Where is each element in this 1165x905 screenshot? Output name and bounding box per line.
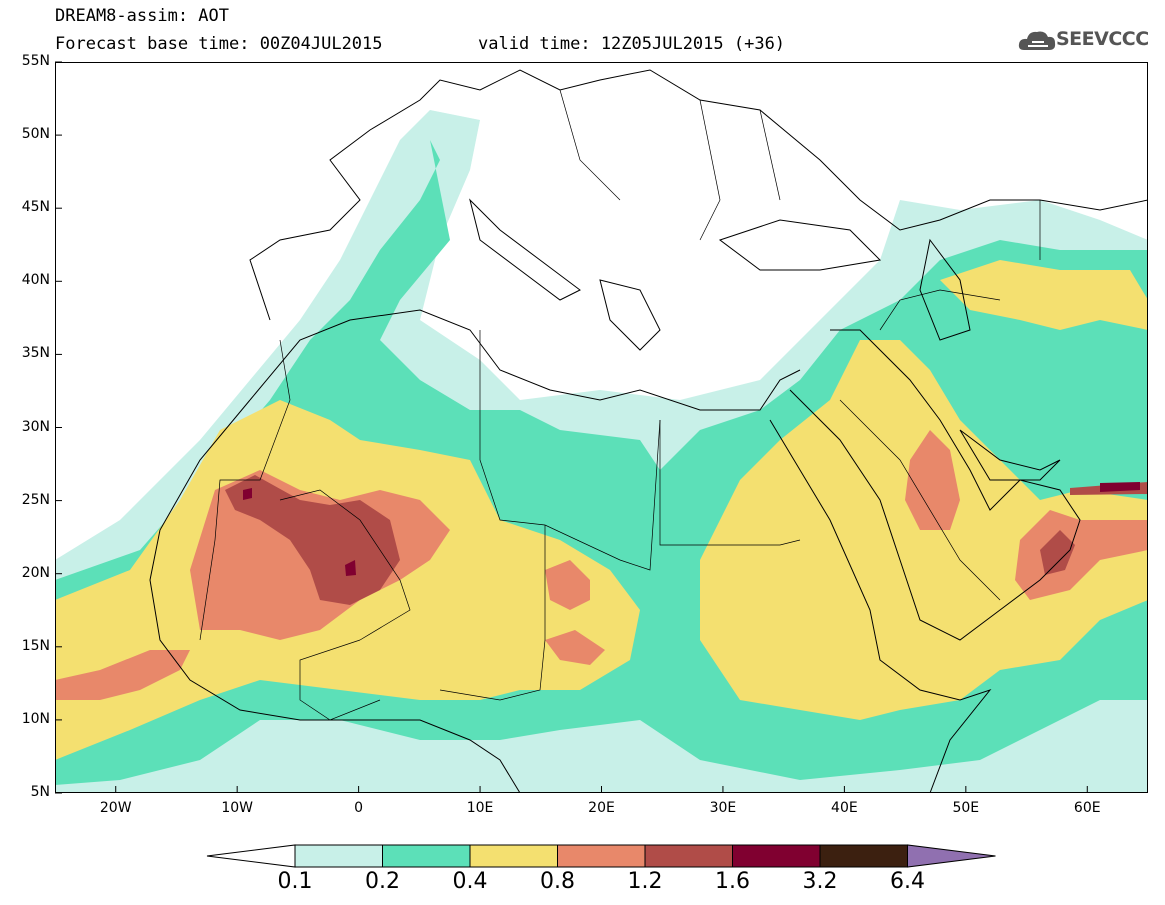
border-line	[659, 420, 801, 546]
axis-ticks	[55, 61, 1088, 794]
lat-tick-label: 5N	[30, 784, 50, 800]
lon-tick-label: 20W	[99, 800, 132, 816]
lon-tick-label: 60E	[1073, 800, 1101, 816]
colorbar-level-label: 6.4	[890, 869, 925, 894]
coastline-red-sea	[769, 419, 992, 793]
colorbar-level-label: 0.2	[365, 869, 400, 894]
lat-tick-label: 30N	[21, 418, 50, 435]
lon-tick-label: 10E	[466, 800, 494, 816]
lon-tick-label: 10W	[221, 800, 253, 816]
coastline-persian-gulf	[959, 429, 1061, 481]
valid-time-label: valid time: 12Z05JUL2015 (+36)	[478, 34, 786, 54]
coastline-black-sea	[718, 219, 882, 271]
coastline-caspian	[919, 238, 971, 341]
border-line	[759, 109, 781, 201]
colorbar-level-label: 3.2	[802, 869, 838, 894]
lon-tick-label: 0	[354, 800, 364, 816]
aot-contour-0.4-north	[940, 260, 1148, 330]
lon-tick-label: 30E	[709, 800, 737, 816]
colorbar-level-label: 0.4	[452, 869, 488, 894]
coastline-greece	[599, 279, 661, 351]
aot-contour-0.8-arabia	[905, 430, 1148, 600]
border-line	[879, 289, 1001, 331]
lat-tick-label: 15N	[21, 637, 50, 654]
border-line	[699, 99, 721, 241]
lon-tick-label: 40E	[831, 800, 858, 816]
coastline-arabia	[789, 329, 1081, 641]
map-frame	[55, 62, 1148, 793]
border-line	[279, 489, 411, 641]
colorbar-level-label: 1.2	[627, 869, 663, 894]
coastline-west-africa	[149, 399, 521, 793]
coastline-europe	[249, 69, 1148, 321]
map-title: DREAM8-assim: AOT	[55, 6, 229, 26]
lat-tick-label: 50N	[21, 126, 50, 143]
border-line	[199, 339, 291, 641]
coastline-north-africa	[249, 309, 801, 411]
base-time-label: Forecast base time: 00Z04JUL2015	[55, 34, 383, 54]
aot-contour-1.2-oman	[1040, 482, 1148, 575]
cloud-logo-icon	[1018, 31, 1056, 50]
aot-contour-1.2	[225, 475, 400, 605]
aot-contour-0.8-chad	[545, 560, 605, 665]
lat-tick-label: 55N	[21, 53, 50, 69]
aot-contour-0.8-coast	[55, 650, 190, 700]
border-line	[439, 525, 546, 701]
lat-tick-label: 40N	[21, 272, 50, 289]
lat-tick-label: 35N	[21, 345, 50, 362]
coastline-italy	[469, 198, 581, 301]
logo-text: SEEVCCC	[1056, 28, 1149, 50]
lat-tick-label: 10N	[21, 710, 50, 727]
lon-tick-label: 50E	[952, 800, 980, 816]
border-line	[559, 89, 621, 201]
lat-tick-label: 45N	[21, 199, 50, 216]
lat-tick-label: 20N	[21, 564, 50, 581]
lon-tick-label: 20E	[588, 800, 615, 816]
colorbar-level-label: 0.1	[277, 869, 313, 894]
lat-tick-label: 25N	[21, 491, 50, 508]
border-line	[839, 399, 1001, 601]
border-line	[299, 639, 381, 721]
colorbar-level-label: 0.8	[540, 869, 575, 894]
colorbar-level-label: 1.6	[715, 869, 750, 894]
